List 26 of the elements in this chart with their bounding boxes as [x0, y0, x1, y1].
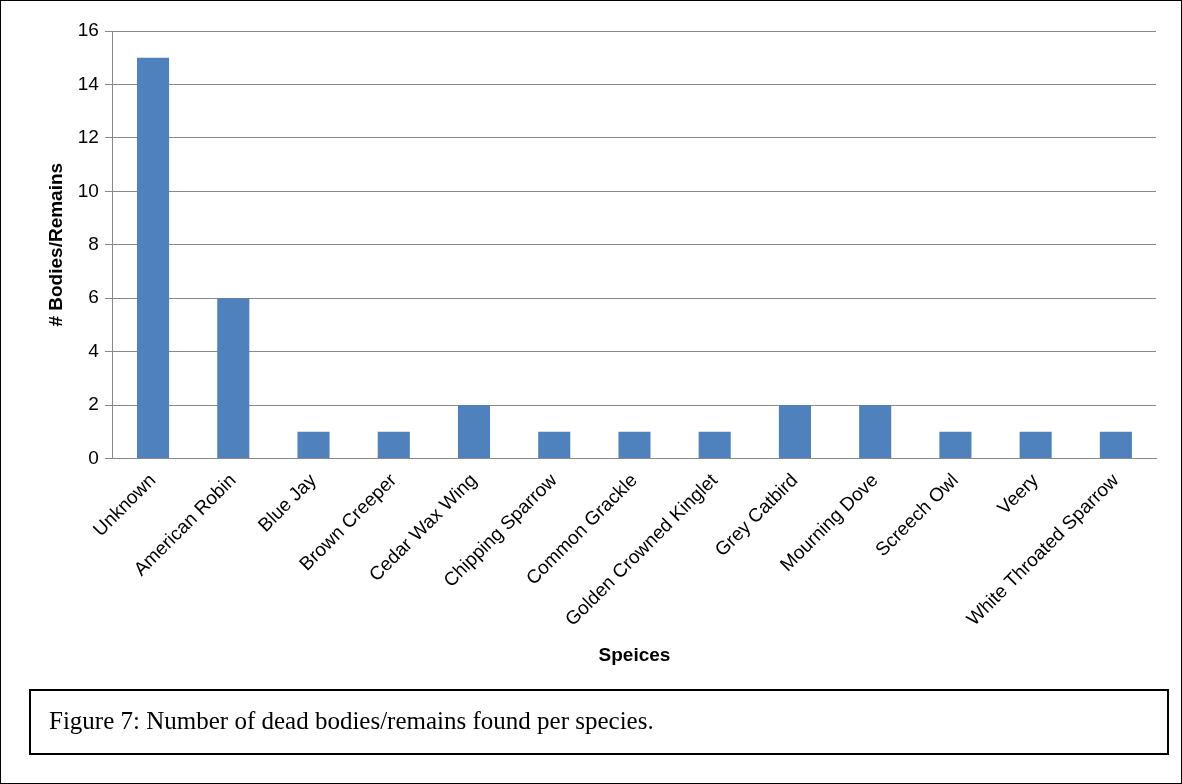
bar — [297, 431, 330, 458]
bar — [1019, 431, 1052, 458]
y-tick-label: 0 — [88, 446, 99, 468]
bar — [1099, 431, 1132, 458]
y-axis-title: # Bodies/Remains — [44, 162, 66, 327]
bar — [137, 57, 170, 458]
bar — [859, 405, 892, 458]
bar — [377, 431, 410, 458]
y-tick-label: 6 — [88, 286, 99, 308]
y-tick-label: 10 — [77, 179, 99, 201]
bar — [538, 431, 571, 458]
bar — [457, 405, 491, 458]
bar — [618, 431, 651, 458]
x-tick-label: Blue Jay — [253, 468, 321, 536]
y-tick-label: 4 — [88, 339, 100, 361]
y-tick-label: 14 — [77, 72, 100, 94]
caption: Figure 7: Number of dead bodies/remains found per species. — [29, 689, 1169, 755]
x-axis-title: Speices — [598, 643, 671, 665]
y-tick-label: 8 — [88, 232, 99, 254]
y-tick-label: 2 — [88, 393, 99, 415]
bar — [217, 298, 250, 458]
bar — [939, 431, 972, 458]
bar — [778, 405, 811, 458]
y-tick-label: 16 — [77, 19, 99, 41]
y-tick-label: 12 — [77, 126, 99, 148]
bar — [698, 431, 731, 458]
